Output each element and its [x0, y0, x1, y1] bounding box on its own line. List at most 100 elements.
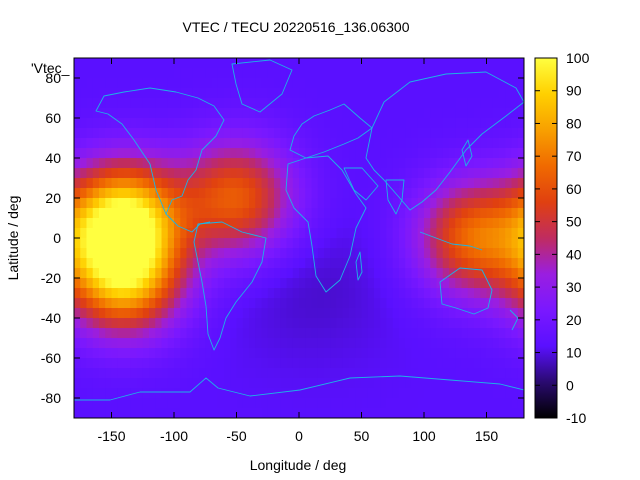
heatmap-cell: [86, 298, 94, 309]
heatmap-cell: [255, 228, 263, 239]
heatmap-cell: [80, 168, 88, 179]
heatmap-cell: [361, 118, 369, 129]
heatmap-cell: [149, 78, 156, 89]
heatmap-cell: [436, 188, 444, 199]
heatmap-cell: [417, 308, 425, 319]
heatmap-cell: [305, 178, 313, 189]
heatmap-cell: [105, 208, 113, 219]
heatmap-cell: [380, 108, 388, 119]
heatmap-cell: [430, 58, 438, 69]
heatmap-cell: [155, 118, 163, 129]
heatmap-cell: [430, 358, 438, 369]
heatmap-cell: [155, 338, 163, 349]
heatmap-cell: [186, 408, 194, 418]
heatmap-cell: [142, 378, 150, 389]
heatmap-cell: [399, 58, 406, 69]
heatmap-cell: [486, 198, 494, 209]
heatmap-cell: [255, 258, 263, 269]
heatmap-cell: [86, 338, 94, 349]
heatmap-cell: [86, 198, 94, 209]
heatmap-cell: [411, 288, 419, 299]
heatmap-cell: [80, 158, 88, 169]
heatmap-cell: [124, 308, 131, 319]
heatmap-cell: [130, 398, 138, 409]
heatmap-cell: [392, 108, 400, 119]
heatmap-cell: [361, 108, 369, 119]
heatmap-cell: [186, 128, 194, 139]
heatmap-cell: [205, 298, 213, 309]
heatmap-cell: [461, 138, 469, 149]
heatmap-cell: [386, 288, 394, 299]
heatmap-cell: [342, 198, 350, 209]
heatmap-cell: [374, 128, 381, 139]
heatmap-cell: [199, 238, 206, 249]
heatmap-cell: [142, 338, 150, 349]
heatmap-cell: [105, 298, 113, 309]
heatmap-cell: [442, 398, 450, 409]
heatmap-cell: [286, 148, 294, 159]
heatmap-cell: [424, 68, 431, 79]
heatmap-cell: [424, 208, 431, 219]
heatmap-cell: [111, 228, 119, 239]
heatmap-cell: [517, 188, 524, 199]
heatmap-cell: [249, 58, 256, 69]
heatmap-cell: [336, 78, 344, 89]
heatmap-cell: [349, 138, 356, 149]
heatmap-cell: [492, 248, 500, 259]
heatmap-cell: [180, 308, 188, 319]
heatmap-cell: [486, 338, 494, 349]
heatmap-cell: [449, 108, 456, 119]
heatmap-cell: [305, 198, 313, 209]
heatmap-cell: [274, 268, 281, 279]
heatmap-cell: [405, 398, 413, 409]
heatmap-cell: [224, 238, 231, 249]
heatmap-cell: [361, 398, 369, 409]
heatmap-cell: [205, 68, 213, 79]
heatmap-cell: [205, 258, 213, 269]
heatmap-cell: [217, 138, 225, 149]
heatmap-cell: [174, 148, 181, 159]
heatmap-cell: [261, 218, 269, 229]
heatmap-cell: [424, 278, 431, 289]
heatmap-cell: [167, 338, 175, 349]
heatmap-cell: [261, 58, 269, 69]
heatmap-cell: [99, 308, 106, 319]
heatmap-cell: [305, 128, 313, 139]
heatmap-cell: [142, 238, 150, 249]
heatmap-cell: [455, 248, 463, 259]
heatmap-cell: [342, 408, 350, 418]
heatmap-cell: [249, 218, 256, 229]
heatmap-cell: [311, 258, 319, 269]
heatmap-cell: [211, 308, 219, 319]
heatmap-cell: [417, 258, 425, 269]
heatmap-cell: [136, 168, 144, 179]
heatmap-cell: [142, 178, 150, 189]
heatmap-cell: [124, 68, 131, 79]
heatmap-cell: [230, 338, 238, 349]
heatmap-cell: [167, 268, 175, 279]
heatmap-cell: [167, 328, 175, 339]
heatmap-cell: [442, 298, 450, 309]
heatmap-cell: [355, 368, 363, 379]
heatmap-cell: [130, 108, 138, 119]
heatmap-cell: [380, 338, 388, 349]
heatmap-cell: [224, 368, 231, 379]
heatmap-cell: [280, 338, 288, 349]
heatmap-cell: [217, 178, 225, 189]
heatmap-cell: [230, 118, 238, 129]
heatmap-cell: [192, 278, 200, 289]
heatmap-cell: [461, 348, 469, 359]
heatmap-cell: [436, 118, 444, 129]
heatmap-cell: [111, 378, 119, 389]
heatmap-cell: [286, 108, 294, 119]
heatmap-cell: [311, 348, 319, 359]
heatmap-cell: [517, 358, 524, 369]
heatmap-cell: [342, 238, 350, 249]
heatmap-cell: [499, 328, 506, 339]
heatmap-cell: [86, 248, 94, 259]
heatmap-cell: [105, 118, 113, 129]
heatmap-cell: [217, 128, 225, 139]
heatmap-cell: [180, 128, 188, 139]
heatmap-cell: [324, 318, 331, 329]
heatmap-cell: [192, 138, 200, 149]
